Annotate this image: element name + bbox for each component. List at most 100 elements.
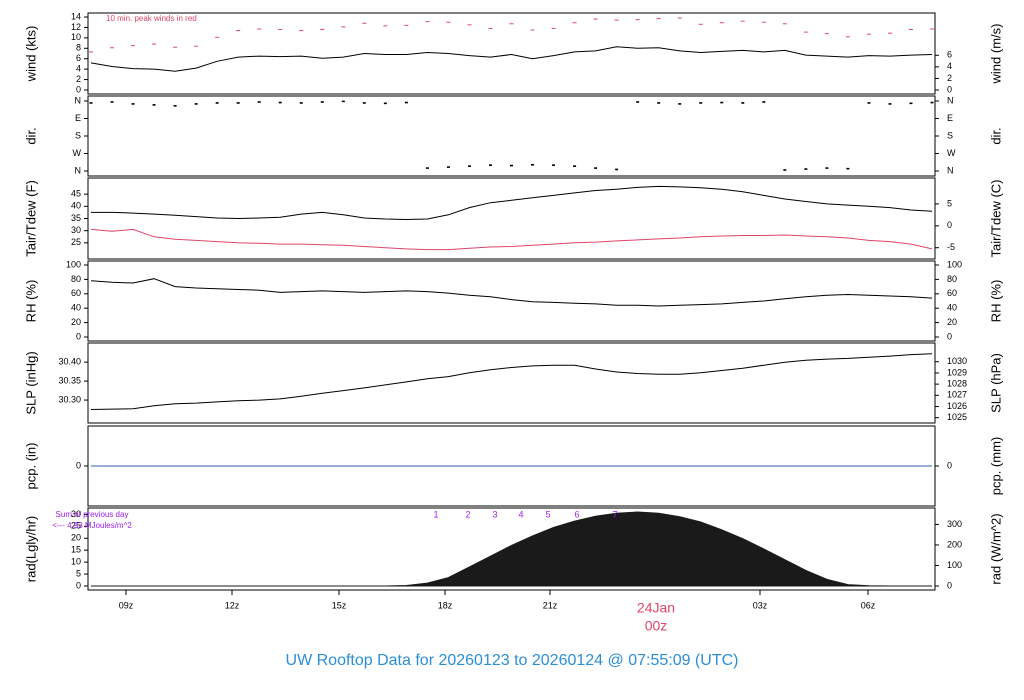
y-tick-label-right: 0 xyxy=(947,460,952,470)
direction-point xyxy=(467,165,471,167)
y-tick-label-right: 1029 xyxy=(947,367,967,377)
y-tick-label-right: 80 xyxy=(947,274,957,284)
direction-points xyxy=(89,100,934,171)
direction-point xyxy=(531,163,535,166)
direction-point xyxy=(888,103,892,105)
y-tick-label: 0 xyxy=(76,331,81,341)
panel-annotation: 10 min. peak winds in red xyxy=(106,14,197,23)
direction-point xyxy=(362,102,366,104)
y-tick-label: 14 xyxy=(71,11,81,21)
y-tick-label: E xyxy=(75,113,81,123)
y-tick-label-right: 6 xyxy=(947,50,952,60)
y-tick-label-right: 1030 xyxy=(947,356,967,366)
y-tick-label-right: 60 xyxy=(947,288,957,298)
radiation-note-line: <--- 4.93 MJoules/m^2 xyxy=(52,521,132,530)
x-tick-label: 12z xyxy=(225,600,240,610)
direction-point xyxy=(510,164,513,167)
y-tick-label: 45 xyxy=(71,189,81,199)
y-tick-label: 60 xyxy=(71,288,81,298)
y-tick-label: 8 xyxy=(76,43,81,53)
y-tick-label-right: 0 xyxy=(947,220,952,230)
radiation-area xyxy=(91,511,932,587)
y-axis-label-right: RH (%) xyxy=(988,280,1003,323)
y-tick-label-right: N xyxy=(947,95,954,105)
y-axis-label-right: Tair/Tdew (C) xyxy=(988,179,1003,257)
panel-frame xyxy=(87,95,936,177)
direction-point xyxy=(89,102,93,104)
y-tick-label: N xyxy=(75,95,82,105)
direction-point xyxy=(783,169,787,171)
y-tick-label-right: W xyxy=(947,148,956,158)
panel-frame xyxy=(87,507,936,591)
date-sublabel: 00z xyxy=(645,618,668,634)
radiation-hour-mark: 6 xyxy=(574,509,579,519)
direction-point xyxy=(257,101,261,103)
y-tick-label-right: 1028 xyxy=(947,379,967,389)
y-axis-label-right: SLP (hPa) xyxy=(988,353,1003,413)
y-tick-label-right: 0 xyxy=(947,580,952,590)
y-tick-label: 80 xyxy=(71,274,81,284)
y-tick-label: 10 xyxy=(71,32,81,42)
peak-wind-markers xyxy=(89,17,934,53)
panel-frame xyxy=(87,342,936,424)
y-tick-label: N xyxy=(75,165,82,175)
y-tick-label: 30 xyxy=(71,509,81,519)
y-tick-label-right: 200 xyxy=(947,539,962,549)
y-tick-label: 12 xyxy=(71,22,81,32)
y-tick-label: 20 xyxy=(71,533,81,543)
x-tick-label: 03z xyxy=(753,600,768,610)
direction-point xyxy=(299,102,303,104)
y-axis-label: SLP (inHg) xyxy=(23,351,38,414)
direction-point xyxy=(699,102,703,104)
direction-point xyxy=(341,100,345,103)
radiation-hour-mark: 5 xyxy=(545,509,550,519)
direction-point xyxy=(173,105,177,107)
direction-point xyxy=(720,101,724,104)
x-axis: 09z 12z 15z 18z 21z 03z 06z 24Jan 00z xyxy=(119,590,876,634)
y-tick-label-right: S xyxy=(947,130,953,140)
direction-point xyxy=(131,103,135,105)
y-tick-label: 25 xyxy=(71,237,81,247)
direction-point xyxy=(194,103,198,105)
y-tick-label: 100 xyxy=(66,259,81,269)
y-tick-label-right: 1026 xyxy=(947,401,967,411)
y-tick-label: 2 xyxy=(76,74,81,84)
y-tick-label-right: 2 xyxy=(947,73,952,83)
y-tick-label-right: -5 xyxy=(947,242,955,252)
panel-frame xyxy=(87,12,936,95)
y-tick-label-right: 4 xyxy=(947,61,952,71)
panel-4: RH (%) RH (%) 0 20 40 60 80 100 0 20 40 60 80 100 xyxy=(23,259,1003,342)
y-tick-label: 0 xyxy=(76,84,81,94)
y-tick-label: 25 xyxy=(71,521,81,531)
y-tick-label: 30 xyxy=(71,225,81,235)
direction-point xyxy=(657,102,661,104)
y-tick-label-right: 20 xyxy=(947,317,957,327)
x-tick-label: 15z xyxy=(332,600,347,610)
y-tick-label-right: 300 xyxy=(947,519,962,529)
y-tick-label-right: 5 xyxy=(947,198,952,208)
direction-point xyxy=(615,168,619,171)
x-tick-label: 06z xyxy=(861,600,876,610)
panel-7: rad(Lgly/hr) rad (W/m^2)05101520253001002… xyxy=(23,507,1003,591)
radiation-hour-mark: 2 xyxy=(465,509,470,519)
radiation-hour-mark: 4 xyxy=(518,509,523,519)
direction-point xyxy=(636,101,640,103)
y-axis-label-right: rad (W/m^2) xyxy=(988,513,1003,584)
y-axis-label: RH (%) xyxy=(23,280,38,323)
y-tick-label: 20 xyxy=(71,317,81,327)
radiation-note-line: Sum of previous day xyxy=(56,510,129,519)
direction-point xyxy=(846,167,850,170)
direction-point xyxy=(930,101,934,104)
direction-point xyxy=(825,167,829,169)
series-line-2 xyxy=(90,228,933,251)
y-tick-label: 35 xyxy=(71,213,81,223)
y-axis-label: Tair/Tdew (F) xyxy=(23,180,38,257)
y-tick-label-right: 0 xyxy=(947,331,952,341)
series-line-1 xyxy=(90,46,933,72)
direction-point xyxy=(446,166,450,168)
y-axis-label: dir. xyxy=(23,127,38,144)
direction-point xyxy=(678,103,682,105)
y-tick-label-right: 40 xyxy=(947,303,957,313)
